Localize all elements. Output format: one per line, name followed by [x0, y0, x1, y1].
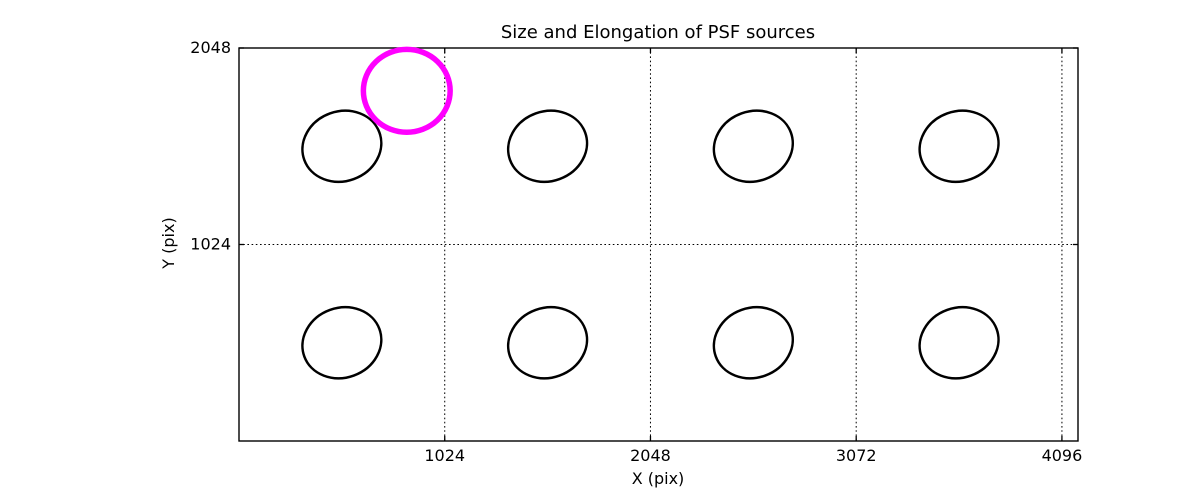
psf-source-ellipse [301, 305, 383, 380]
x-tick-label: 1024 [424, 446, 465, 465]
x-axis-label: X (pix) [632, 469, 685, 488]
psf-source-ellipse [712, 305, 795, 380]
ticks-layer: 1024 2048 3072 4096 1024 2048 [190, 38, 1082, 465]
highlighted-source-circle [360, 46, 453, 135]
psf-source-ellipse [301, 109, 383, 184]
y-tick-label: 2048 [190, 38, 231, 57]
chart-title: Size and Elongation of PSF sources [501, 22, 815, 43]
psf-source-ellipse [506, 109, 589, 184]
psf-source-ellipse [918, 305, 1000, 380]
marker-layer [301, 46, 1000, 380]
y-axis-label: Y (pix) [159, 217, 178, 269]
y-tick-label: 1024 [190, 235, 231, 254]
psf-source-ellipse [506, 305, 589, 380]
x-tick-label: 2048 [630, 446, 671, 465]
psf-source-ellipse [918, 109, 1000, 184]
x-tick-label: 3072 [836, 446, 877, 465]
psf-source-ellipse [712, 109, 795, 184]
x-tick-label: 4096 [1042, 446, 1083, 465]
